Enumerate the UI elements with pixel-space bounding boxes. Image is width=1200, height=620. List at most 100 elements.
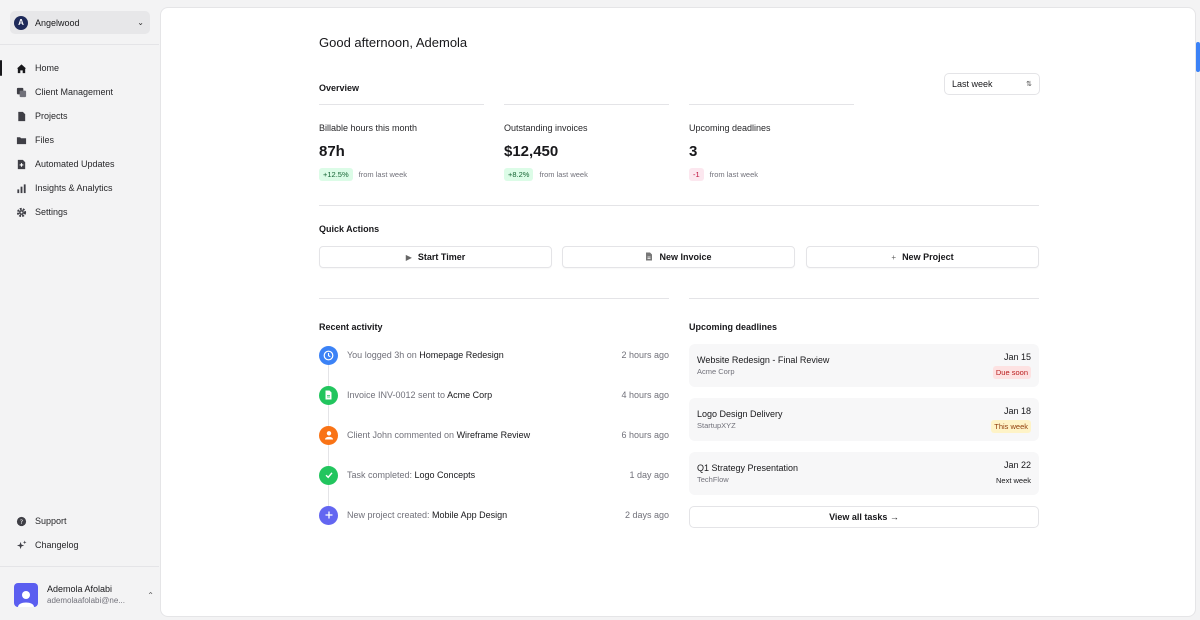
sidebar-item-label: Settings (35, 207, 68, 217)
sidebar-item-label: Home (35, 63, 60, 73)
scrollbar-thumb[interactable] (1196, 42, 1200, 72)
chevron-down-icon: ⌄ (137, 18, 144, 27)
automated-updates-icon (17, 159, 26, 169)
sidebar-item-home[interactable]: Home (0, 56, 159, 80)
sidebar-item-settings[interactable]: Settings (0, 200, 159, 224)
user-icon (18, 591, 34, 607)
user-email: ademolaafolabi@ne... (47, 596, 125, 605)
deadline-date: Jan 18 (1003, 406, 1031, 416)
button-label: Start Timer (417, 252, 466, 262)
stat-value: 87h (319, 143, 345, 160)
stat-divider (504, 104, 669, 105)
stat-label: Billable hours this month (319, 123, 418, 133)
period-select[interactable]: Last week ⇅ (944, 73, 1040, 95)
deadlines-title: Upcoming deadlines (689, 322, 778, 332)
sidebar-item-label: Automated Updates (35, 159, 115, 169)
clients-icon (16, 87, 27, 97)
sidebar-item-projects[interactable]: Projects (0, 104, 159, 128)
button-label: New Project (902, 252, 954, 262)
user-name: Ademola Afolabi (47, 584, 113, 594)
activity-time: 4 hours ago (621, 390, 669, 400)
document-icon (319, 385, 338, 405)
sidebar-divider (0, 566, 159, 567)
stat-label: Outstanding invoices (504, 123, 588, 133)
svg-text:?: ? (20, 517, 23, 525)
new-project-button[interactable]: + New Project (806, 246, 1039, 268)
secondary-nav: ? Support Changelog (0, 509, 159, 557)
deadline-title: Website Redesign - Final Review (697, 355, 830, 365)
clock-icon (319, 345, 338, 365)
sparkle-icon (16, 539, 27, 549)
button-label: New Invoice (659, 252, 712, 262)
stat-value: 3 (689, 143, 698, 160)
activity-time: 6 hours ago (621, 430, 669, 440)
sidebar-item-label: Projects (35, 111, 68, 121)
help-icon: ? (16, 516, 27, 526)
stat-outstanding-invoices: Outstanding invoices $12,450 +8.2% from … (504, 123, 588, 181)
stat-delta: +8.2% from last week (504, 168, 588, 181)
activity-target: Wireframe Review (456, 430, 531, 440)
status-badge: Due soon (992, 366, 1031, 379)
activity-time: 2 days ago (624, 510, 669, 520)
activity-target: Acme Corp (447, 390, 493, 400)
sidebar-item-insights[interactable]: Insights & Analytics (0, 176, 159, 200)
section-divider (319, 298, 669, 299)
sidebar-item-files[interactable]: Files (0, 128, 159, 152)
sidebar-item-label: Client Management (35, 87, 114, 97)
sidebar-item-client-management[interactable]: Client Management (0, 80, 159, 104)
timeline-line (328, 365, 329, 387)
sidebar-item-changelog[interactable]: Changelog (0, 533, 159, 557)
play-icon: ▶ (405, 252, 412, 262)
activity-item[interactable]: You logged 3h on Homepage Redesign 2 hou… (319, 345, 669, 365)
activity-item[interactable]: Invoice INV-0012 sent to Acme Corp 4 hou… (319, 385, 669, 405)
deadline-date: Jan 15 (1003, 352, 1031, 362)
deadline-card[interactable]: Website Redesign - Final Review Acme Cor… (689, 344, 1039, 387)
status-badge: Next week (995, 476, 1031, 485)
overview-title: Overview (319, 83, 360, 93)
sidebar-item-automated-updates[interactable]: Automated Updates (0, 152, 159, 176)
delta-badge: +12.5% (319, 168, 353, 181)
avatar (14, 583, 38, 607)
section-divider (319, 205, 1039, 206)
view-all-tasks-button[interactable]: View all tasks → (689, 506, 1039, 528)
sidebar-item-label: Support (35, 516, 67, 526)
user-menu[interactable]: Ademola Afolabi ademolaafolabi@ne... ⌃ (14, 581, 154, 609)
activity-text: Task completed: (347, 470, 415, 480)
stat-divider (319, 104, 484, 105)
sidebar-divider (0, 44, 159, 45)
recent-activity-title: Recent activity (319, 322, 383, 332)
deadline-client: Acme Corp (697, 367, 735, 376)
delta-text: from last week (709, 170, 759, 179)
deadline-card[interactable]: Q1 Strategy Presentation TechFlow Jan 22… (689, 452, 1039, 495)
sidebar-item-label: Insights & Analytics (35, 183, 113, 193)
sidebar-item-support[interactable]: ? Support (0, 509, 159, 533)
activity-target: Logo Concepts (414, 470, 476, 480)
activity-item[interactable]: New project created: Mobile App Design 2… (319, 505, 669, 525)
delta-badge: -1 (689, 168, 704, 181)
check-icon (319, 465, 338, 485)
activity-text: You logged 3h on (347, 350, 420, 360)
plus-icon: + (891, 252, 897, 262)
analytics-icon (17, 183, 26, 193)
main-panel: Good afternoon, Ademola Overview Last we… (160, 7, 1196, 617)
delta-badge: +8.2% (504, 168, 534, 181)
stat-billable-hours: Billable hours this month 87h +12.5% fro… (319, 123, 417, 181)
workspace-switcher[interactable]: A Angelwood ⌄ (10, 11, 150, 34)
document-icon (645, 252, 653, 263)
activity-item[interactable]: Client John commented on Wireframe Revie… (319, 425, 669, 445)
deadline-client: StartupXYZ (697, 421, 736, 430)
stat-upcoming-deadlines: Upcoming deadlines 3 -1 from last week (689, 123, 771, 181)
stat-label: Upcoming deadlines (689, 123, 771, 133)
section-divider (689, 298, 1039, 299)
delta-text: from last week (539, 170, 588, 179)
start-timer-button[interactable]: ▶ Start Timer (319, 246, 552, 268)
deadline-card[interactable]: Logo Design Delivery StartupXYZ Jan 18 T… (689, 398, 1039, 441)
activity-time: 2 hours ago (621, 350, 669, 360)
sidebar-item-label: Files (35, 135, 55, 145)
stat-value: $12,450 (504, 143, 559, 160)
deadline-date: Jan 22 (1003, 460, 1031, 470)
activity-target: Homepage Redesign (419, 350, 504, 360)
activity-item[interactable]: Task completed: Logo Concepts 1 day ago (319, 465, 669, 485)
activity-text: New project created: (347, 510, 433, 520)
new-invoice-button[interactable]: New Invoice (562, 246, 795, 268)
